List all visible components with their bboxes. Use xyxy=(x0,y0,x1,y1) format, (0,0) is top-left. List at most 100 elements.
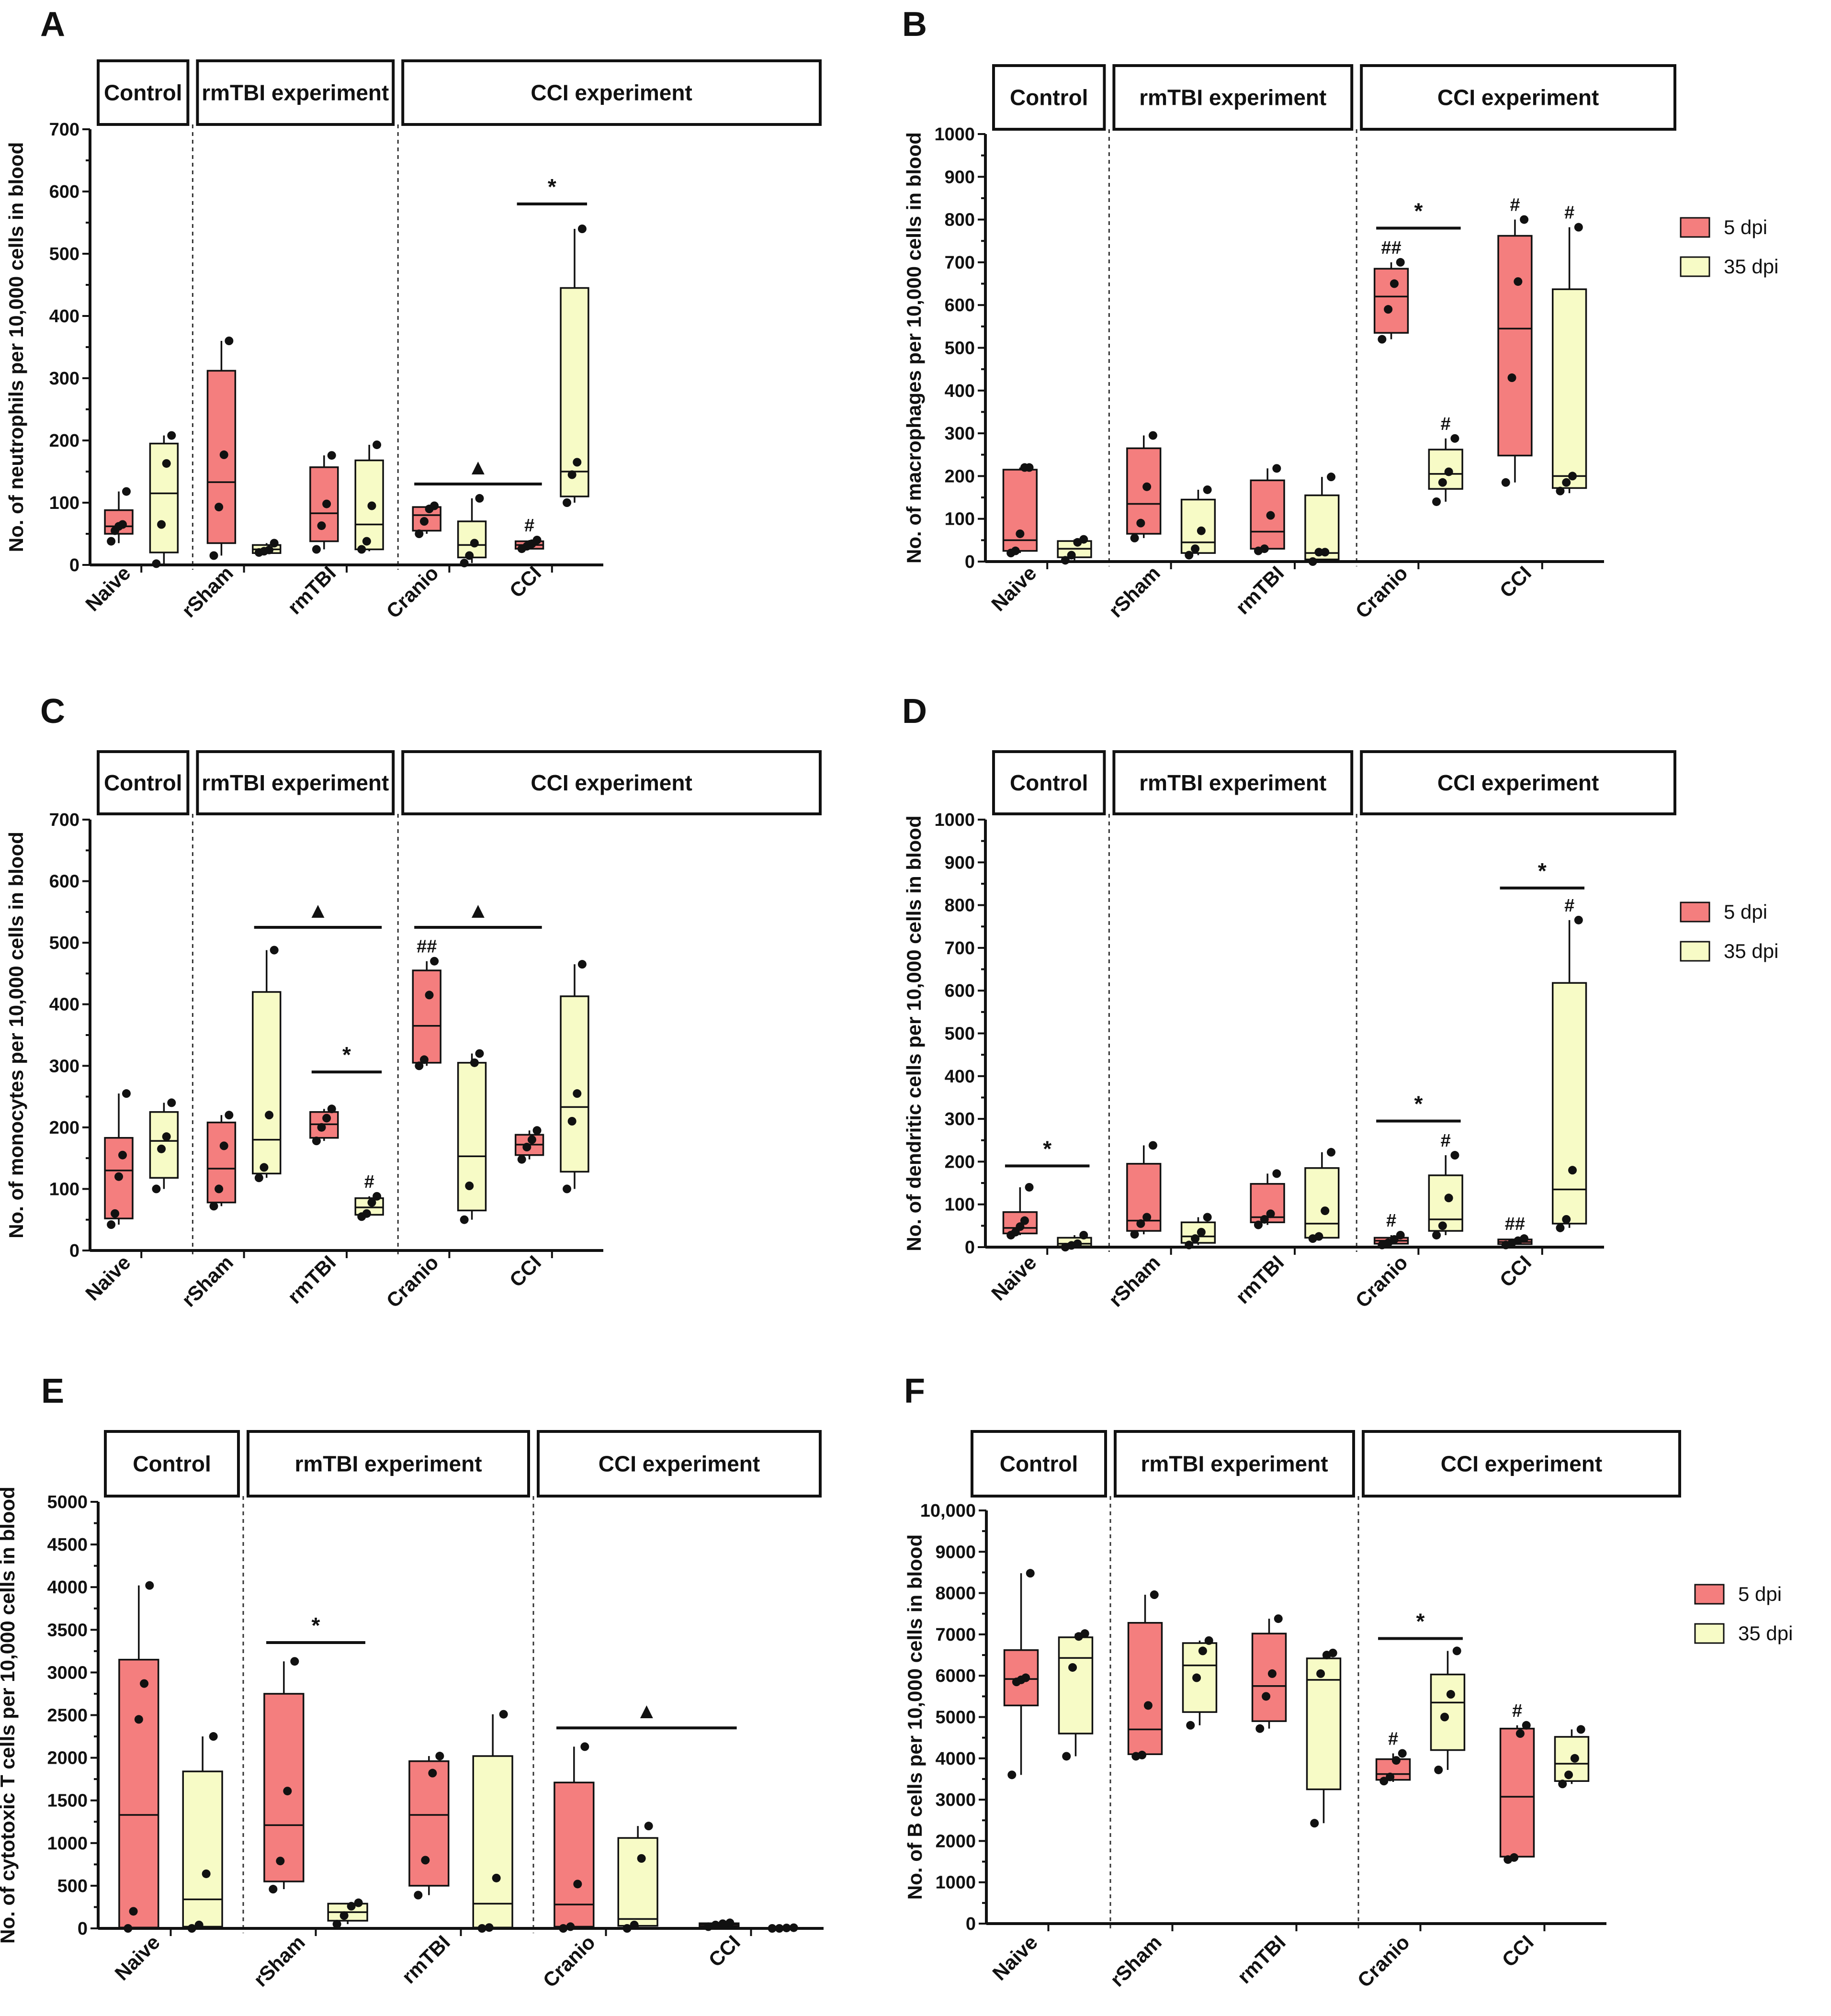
data-point xyxy=(1020,1216,1029,1225)
data-point xyxy=(111,1209,120,1218)
data-point xyxy=(492,1873,501,1882)
data-point xyxy=(118,520,127,529)
data-point xyxy=(152,1184,161,1194)
group-header-label: CCI experiment xyxy=(531,80,692,105)
data-point xyxy=(1025,1183,1034,1192)
data-point xyxy=(1507,373,1516,383)
panel-letter: E xyxy=(41,1372,64,1410)
group-header-label: CCI experiment xyxy=(531,770,692,795)
data-point xyxy=(1396,1230,1405,1239)
data-point xyxy=(725,1918,735,1927)
group-header-box xyxy=(537,1430,822,1498)
data-point xyxy=(1266,1209,1275,1218)
data-point xyxy=(470,539,479,548)
data-point xyxy=(1314,1232,1323,1241)
data-point xyxy=(1136,1219,1145,1228)
data-point xyxy=(1148,431,1157,440)
data-point xyxy=(477,1924,486,1933)
significance-mark: # xyxy=(1564,896,1574,916)
data-point xyxy=(1203,1213,1212,1222)
box-naive-5dpi xyxy=(1003,1569,1039,1779)
y-tick-label: 10,000 xyxy=(920,1501,976,1521)
panel-letter: A xyxy=(40,5,65,44)
box-iqr xyxy=(1058,1636,1094,1734)
data-point xyxy=(499,1710,508,1719)
box-cci-35dpi xyxy=(560,225,589,507)
box-cci-5dpi xyxy=(1497,1234,1533,1250)
data-point xyxy=(1308,557,1317,566)
data-point xyxy=(1150,1590,1159,1599)
legend-swatch xyxy=(1680,941,1710,962)
data-point xyxy=(167,431,176,440)
panel-C: C Control rmTBI experiment CCI experiment 0 1… xyxy=(5,692,822,1312)
data-point xyxy=(219,450,228,459)
data-point xyxy=(1026,1569,1035,1578)
data-point xyxy=(215,503,224,512)
data-point xyxy=(419,517,429,526)
data-point xyxy=(460,559,469,568)
group-header-label: CCI experiment xyxy=(1437,85,1599,110)
data-point xyxy=(1522,1721,1531,1730)
box-iqr xyxy=(149,1111,179,1179)
data-point xyxy=(1272,1169,1281,1178)
data-point xyxy=(1191,1234,1200,1243)
y-tick-label: 500 xyxy=(49,933,79,953)
box-iqr xyxy=(408,1760,450,1887)
group-header-box xyxy=(1114,1430,1355,1498)
data-point xyxy=(1025,463,1034,472)
significance-symbol: * xyxy=(312,1613,320,1638)
y-tick-label: 900 xyxy=(945,167,975,187)
data-point xyxy=(1520,215,1529,224)
data-point xyxy=(1384,305,1393,314)
data-point xyxy=(209,551,218,560)
box-iqr xyxy=(1552,982,1587,1225)
data-point xyxy=(140,1679,149,1688)
box-iqr xyxy=(1002,469,1038,552)
y-tick-label: 900 xyxy=(945,853,975,873)
data-point xyxy=(1016,1222,1025,1231)
group-header-box xyxy=(1362,1430,1681,1498)
data-point xyxy=(630,1920,639,1929)
data-point xyxy=(107,537,116,546)
y-tick-label: 0 xyxy=(966,1914,976,1934)
significance-symbol: * xyxy=(1414,1092,1423,1116)
data-point xyxy=(1079,535,1088,544)
data-point xyxy=(1562,1215,1571,1224)
group-header-box xyxy=(196,750,395,815)
group-header-box xyxy=(992,64,1106,131)
data-point xyxy=(1574,915,1583,924)
data-point xyxy=(122,1089,131,1098)
data-point xyxy=(322,499,331,508)
box-rsham-35dpi xyxy=(1180,1213,1216,1250)
group-header-box xyxy=(992,750,1106,815)
data-point xyxy=(270,946,279,955)
data-point xyxy=(312,545,321,554)
data-point xyxy=(187,1924,196,1933)
legend-swatch xyxy=(1680,256,1710,277)
significance-mark: # xyxy=(1512,1701,1522,1721)
data-point xyxy=(1568,472,1577,481)
y-tick-label: 2000 xyxy=(47,1748,88,1768)
data-point xyxy=(209,1732,218,1741)
data-point xyxy=(1446,1690,1455,1699)
box-cci-35dpi xyxy=(762,1923,803,1933)
data-point xyxy=(1011,546,1020,555)
y-tick-label: 200 xyxy=(49,1118,79,1138)
y-tick-label: 100 xyxy=(49,493,79,513)
y-tick-label: 100 xyxy=(49,1179,79,1199)
data-point xyxy=(1267,1669,1277,1678)
panel-letter: D xyxy=(902,692,927,731)
group-header-label: rmTBI experiment xyxy=(1141,1452,1328,1476)
legend-label: 35 dpi xyxy=(1738,1622,1793,1644)
significance-mark: # xyxy=(1441,414,1451,434)
group-header-box xyxy=(1360,64,1676,131)
box-cranio-35dpi xyxy=(457,494,487,568)
legend-swatch xyxy=(1694,1584,1725,1605)
group-header-label: rmTBI experiment xyxy=(294,1452,482,1476)
data-point xyxy=(563,498,572,507)
box-rmtbi-5dpi xyxy=(1250,464,1285,555)
data-point xyxy=(1510,1853,1519,1862)
y-tick-label: 500 xyxy=(57,1876,88,1896)
y-tick-label: 300 xyxy=(945,1109,975,1129)
y-tick-label: 700 xyxy=(945,253,975,273)
